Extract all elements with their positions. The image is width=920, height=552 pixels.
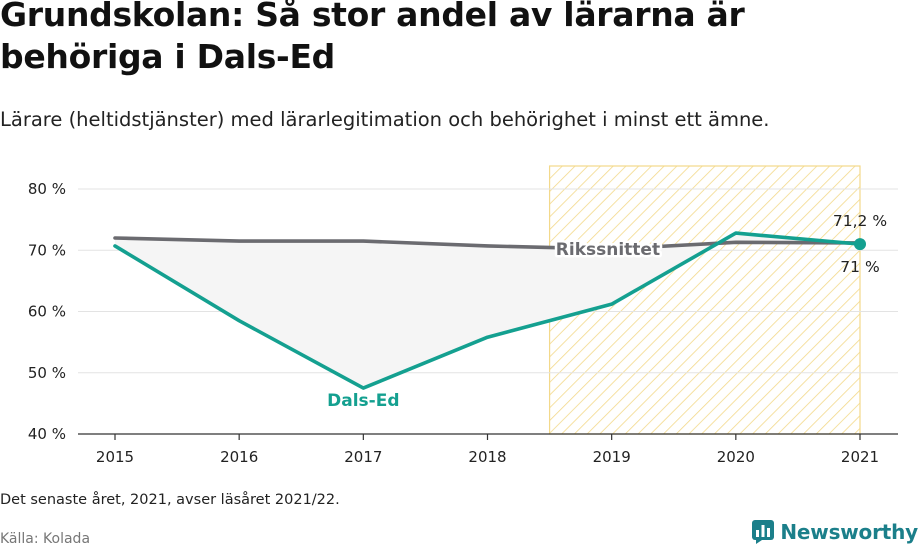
y-tick-label: 80 % xyxy=(28,180,66,198)
series-line-dals-ed xyxy=(113,231,862,390)
y-tick-label: 70 % xyxy=(28,241,66,259)
line-chart: Rikssnittet Dals-Ed 71,2 % 71 % 40 % 50 % 60 … xyxy=(28,165,898,466)
x-tick-label: 2016 xyxy=(220,448,258,466)
x-tick-label: 2019 xyxy=(593,448,631,466)
x-tick-label: 2018 xyxy=(468,448,506,466)
end-point-dals-ed xyxy=(854,238,866,251)
difference-area xyxy=(115,233,860,389)
chart-subtitle: Lärare (heltidstjänster) med lärarlegiti… xyxy=(0,108,770,131)
source-label: Källa: Kolada xyxy=(0,531,91,547)
x-tick-label: 2017 xyxy=(344,448,382,466)
footnote: Det senaste året, 2021, avser läsåret 20… xyxy=(0,492,340,508)
x-tick-label: 2021 xyxy=(841,448,879,466)
series-line-rikssnittet xyxy=(113,236,862,251)
x-tick-label: 2015 xyxy=(96,448,134,466)
x-tick-label: 2020 xyxy=(717,448,755,466)
brand-name: Newsworthy xyxy=(780,520,918,544)
bar-chart-icon xyxy=(752,520,775,544)
y-tick-label: 50 % xyxy=(28,364,66,382)
end-label-dals-ed: 71 % xyxy=(840,258,879,276)
y-tick-label: 60 % xyxy=(28,303,66,321)
series-label-rikssnittet: Rikssnittet xyxy=(556,240,660,260)
series-label-dals-ed: Dals-Ed xyxy=(327,391,399,411)
y-tick-label: 40 % xyxy=(28,425,66,443)
brand-logo[interactable]: Newsworthy xyxy=(752,520,918,544)
chart-title: Grundskolan: Så stor andel av lärarna är… xyxy=(0,0,745,76)
end-label-rikssnittet: 71,2 % xyxy=(833,212,887,230)
